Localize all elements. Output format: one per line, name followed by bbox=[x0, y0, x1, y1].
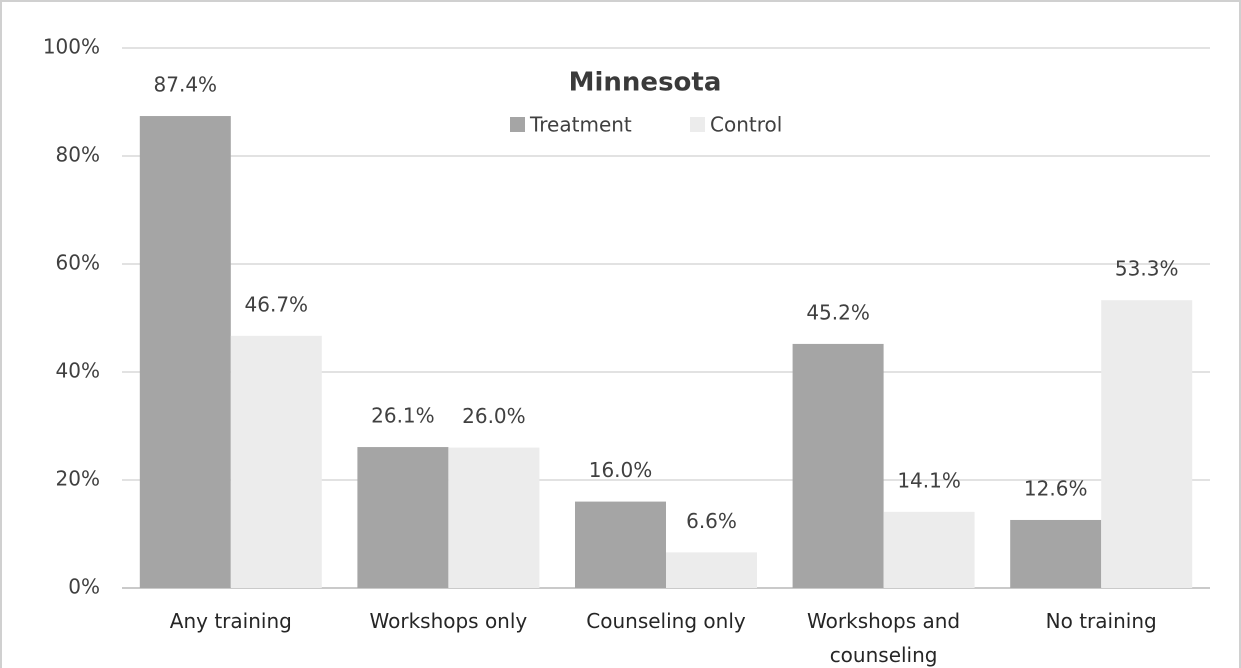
x-tick-label: Any training bbox=[169, 609, 292, 633]
y-tick-label: 80% bbox=[56, 143, 100, 167]
legend-label: Treatment bbox=[529, 113, 632, 137]
x-tick-label: Workshops and counseling bbox=[807, 609, 961, 667]
y-tick-label: 0% bbox=[68, 575, 100, 599]
legend-swatch bbox=[690, 117, 705, 132]
bar bbox=[139, 116, 231, 588]
data-label: 12.6% bbox=[1024, 476, 1088, 500]
bar bbox=[448, 447, 540, 588]
data-label: 46.7% bbox=[245, 292, 309, 316]
bar bbox=[1010, 519, 1102, 588]
y-tick-label: 100% bbox=[43, 35, 100, 59]
x-tick-label: Counseling only bbox=[586, 609, 746, 633]
data-label: 45.2% bbox=[806, 300, 870, 324]
legend-swatch bbox=[510, 117, 525, 132]
data-label: 53.3% bbox=[1115, 257, 1179, 281]
bar bbox=[666, 552, 757, 588]
data-label: 26.1% bbox=[371, 404, 435, 428]
data-label: 26.0% bbox=[462, 404, 526, 428]
data-label: 14.1% bbox=[897, 468, 961, 492]
data-label: 6.6% bbox=[686, 509, 737, 533]
y-tick-label: 20% bbox=[56, 467, 100, 491]
x-tick-label: No training bbox=[1045, 609, 1157, 633]
bar bbox=[230, 335, 322, 588]
y-tick-label: 40% bbox=[56, 359, 100, 383]
bar bbox=[883, 511, 975, 588]
data-label: 16.0% bbox=[589, 458, 653, 482]
legend-label: Control bbox=[710, 113, 782, 137]
data-label: 87.4% bbox=[154, 73, 218, 97]
bar bbox=[792, 343, 884, 588]
bar bbox=[1101, 300, 1193, 588]
bar bbox=[357, 447, 449, 588]
chart-title: Minnesota bbox=[569, 68, 722, 98]
y-tick-label: 60% bbox=[56, 251, 100, 275]
x-tick-label: Workshops only bbox=[369, 609, 528, 633]
bar bbox=[575, 501, 666, 588]
